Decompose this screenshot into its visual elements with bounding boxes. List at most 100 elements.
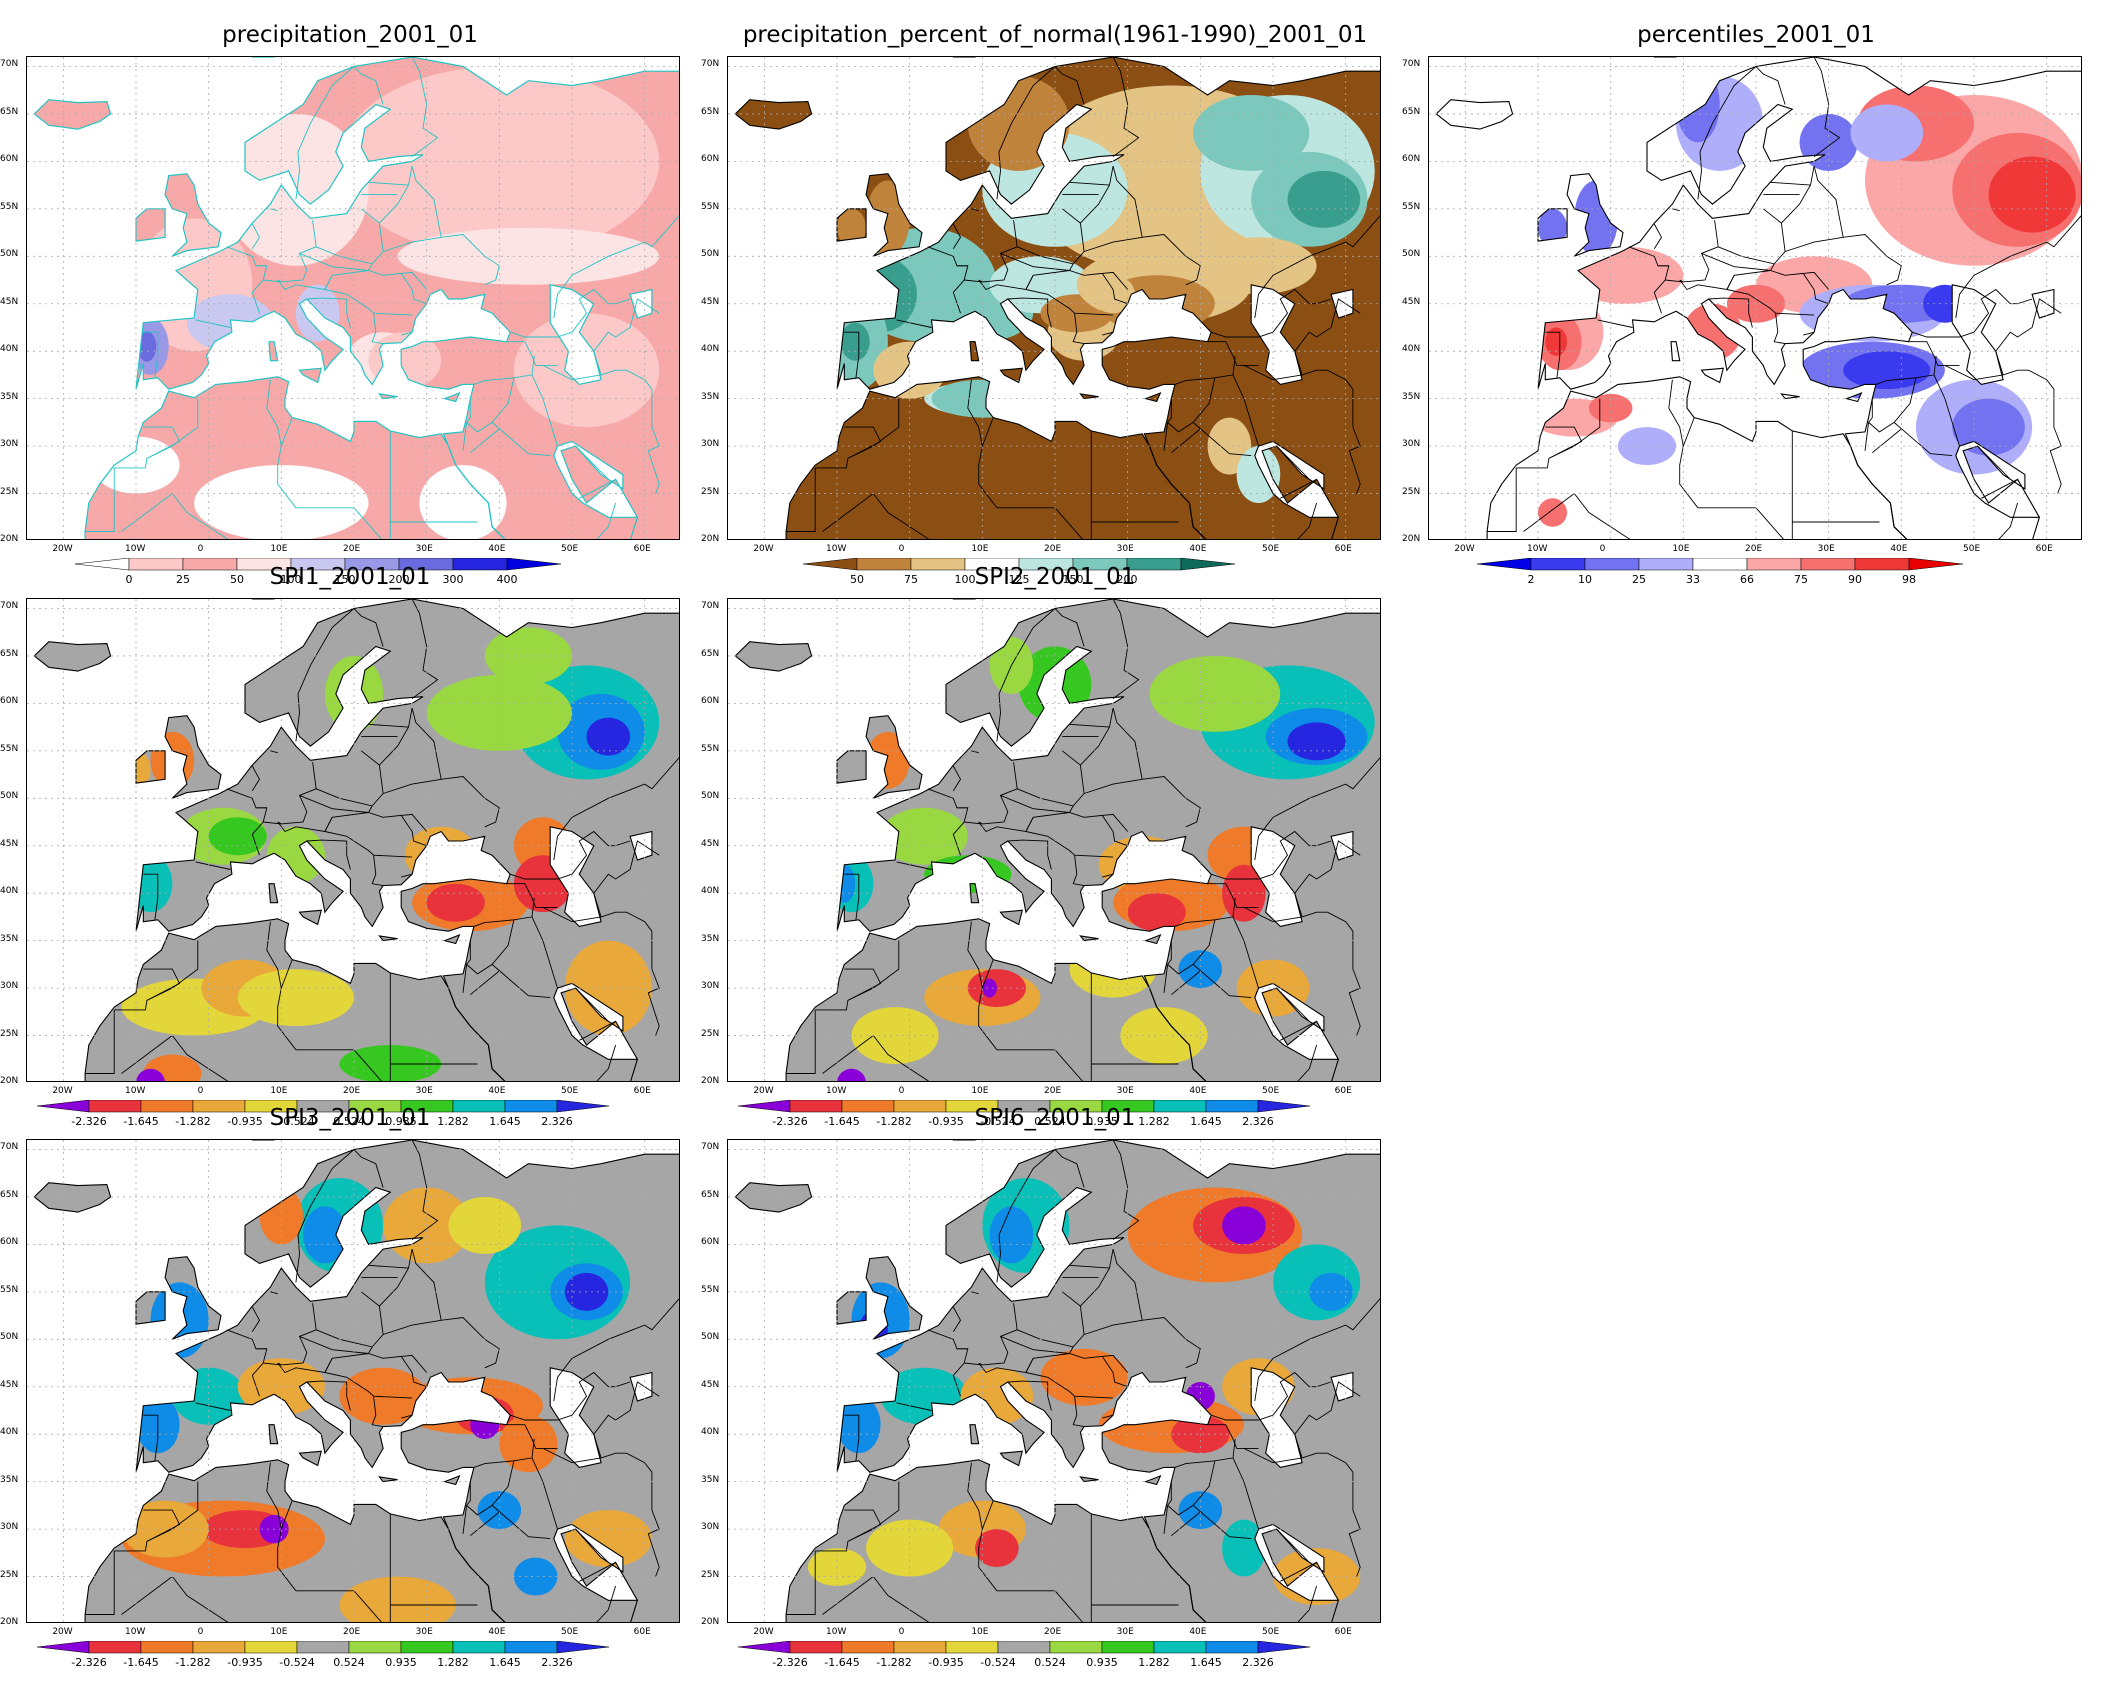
country-border bbox=[401, 873, 413, 878]
colorbar-label: 25 bbox=[1632, 573, 1646, 586]
colorbar-swatch bbox=[1692, 558, 1748, 571]
lat-tick-label: 55N bbox=[701, 1284, 720, 1295]
country-border bbox=[114, 426, 181, 469]
colorbar-swatch bbox=[1530, 558, 1586, 571]
lon-tick-label: 30E bbox=[1116, 544, 1134, 554]
lon-tick-label: 20E bbox=[343, 1086, 361, 1096]
country-border bbox=[1163, 940, 1172, 993]
country-border bbox=[1276, 1528, 1310, 1563]
colorbar-swatch bbox=[997, 1641, 1051, 1654]
country-border bbox=[1254, 1298, 1380, 1402]
country-border bbox=[575, 445, 609, 480]
colorbar-swatch bbox=[1800, 558, 1856, 571]
lon-tick-label: 10E bbox=[270, 1086, 288, 1096]
lon-tick-label: 40E bbox=[1189, 1627, 1207, 1637]
country-border bbox=[411, 1248, 500, 1369]
country-border bbox=[1232, 916, 1259, 998]
country-border bbox=[1211, 873, 1274, 880]
lat-tick-label: 35N bbox=[1402, 391, 1421, 402]
value-region bbox=[136, 1068, 166, 1081]
colorbar-label: 400 bbox=[497, 573, 518, 586]
colorbar-label: 25 bbox=[176, 573, 190, 586]
country-border bbox=[1294, 1381, 1361, 1459]
colorbar-label: -2.326 bbox=[772, 1115, 807, 1128]
colorbar-label: 200 bbox=[1117, 573, 1138, 586]
country-border bbox=[401, 331, 413, 336]
colorbar-label: 2.326 bbox=[1242, 1656, 1274, 1669]
country-border bbox=[1102, 873, 1114, 878]
colorbar-swatch bbox=[1257, 1641, 1311, 1654]
country-border bbox=[964, 762, 1018, 825]
country-border bbox=[1718, 208, 1786, 265]
country-border bbox=[1054, 66, 1085, 105]
value-region bbox=[404, 826, 478, 884]
lat-tick-label: 50N bbox=[0, 791, 19, 802]
coastline bbox=[999, 367, 1024, 384]
country-border bbox=[270, 208, 278, 212]
country-border bbox=[1211, 331, 1274, 338]
lat-tick-label: 30N bbox=[0, 1522, 19, 1533]
country-border bbox=[411, 57, 439, 157]
panel-title: percentiles_2001_01 bbox=[1637, 22, 1875, 48]
colorbar-swatch bbox=[1205, 1641, 1259, 1654]
coastline bbox=[1079, 393, 1099, 400]
lat-tick-label: 20N bbox=[0, 534, 19, 544]
country-border bbox=[1653, 223, 1663, 249]
country-border bbox=[146, 398, 199, 459]
value-region bbox=[295, 284, 340, 342]
colorbar-swatch bbox=[1746, 558, 1802, 571]
lat-tick-label: 70N bbox=[701, 59, 720, 70]
lon-tick-label: 30E bbox=[1817, 544, 1835, 554]
lat-tick-label: 40N bbox=[701, 886, 720, 897]
country-border bbox=[593, 298, 660, 376]
lat-tick-label: 70N bbox=[701, 1142, 720, 1153]
lat-tick-label: 65N bbox=[0, 1189, 19, 1200]
colorbar-label: 50 bbox=[850, 573, 864, 586]
coastline bbox=[135, 1291, 166, 1325]
country-border bbox=[1083, 778, 1143, 794]
lon-tick-label: 60E bbox=[1334, 1086, 1352, 1096]
colorbar-label: -1.282 bbox=[175, 1115, 210, 1128]
country-border bbox=[195, 319, 231, 328]
country-border bbox=[542, 906, 660, 1036]
country-border bbox=[316, 750, 384, 807]
country-border bbox=[1297, 1044, 1318, 1081]
country-border bbox=[579, 1020, 616, 1041]
coastline bbox=[1144, 934, 1162, 945]
lon-tick-label: 20E bbox=[343, 544, 361, 554]
map-frame bbox=[26, 56, 680, 540]
country-border bbox=[143, 1414, 159, 1461]
panel-title: SPI2_2001_01 bbox=[974, 564, 1136, 590]
country-border bbox=[1112, 707, 1201, 828]
colorbar-label: -2.326 bbox=[71, 1115, 106, 1128]
colorbar-label: 150 bbox=[1063, 573, 1084, 586]
value-region bbox=[426, 674, 572, 751]
colorbar-label: 125 bbox=[1009, 573, 1030, 586]
panel-title: precipitation_2001_01 bbox=[222, 22, 478, 48]
country-border bbox=[1054, 507, 1083, 539]
colorbar-label: 1.645 bbox=[1190, 1115, 1222, 1128]
country-border bbox=[1163, 398, 1172, 451]
country-border bbox=[1163, 1481, 1172, 1534]
colorbar-label: 1.645 bbox=[1190, 1656, 1222, 1669]
country-border bbox=[1080, 166, 1114, 224]
lon-tick-label: 50E bbox=[561, 1627, 579, 1637]
colorbar-swatch bbox=[893, 1641, 947, 1654]
country-border bbox=[981, 417, 994, 447]
colorbar-swatch bbox=[841, 1641, 895, 1654]
lon-tick-label: 10E bbox=[270, 1627, 288, 1637]
country-border bbox=[1102, 1354, 1129, 1373]
country-border bbox=[593, 1381, 660, 1459]
country-border bbox=[981, 959, 994, 989]
country-border bbox=[1294, 840, 1361, 918]
country-border bbox=[280, 1500, 293, 1530]
map-canvas bbox=[1429, 57, 2081, 539]
country-border bbox=[542, 1447, 660, 1577]
country-border bbox=[353, 1590, 382, 1622]
country-border bbox=[1054, 608, 1085, 647]
country-border bbox=[143, 873, 159, 920]
colorbar-label: 0.935 bbox=[1086, 1656, 1118, 1669]
lon-tick-label: 40E bbox=[1189, 1086, 1207, 1096]
lat-tick-label: 60N bbox=[0, 154, 19, 165]
value-region bbox=[1574, 180, 1618, 257]
